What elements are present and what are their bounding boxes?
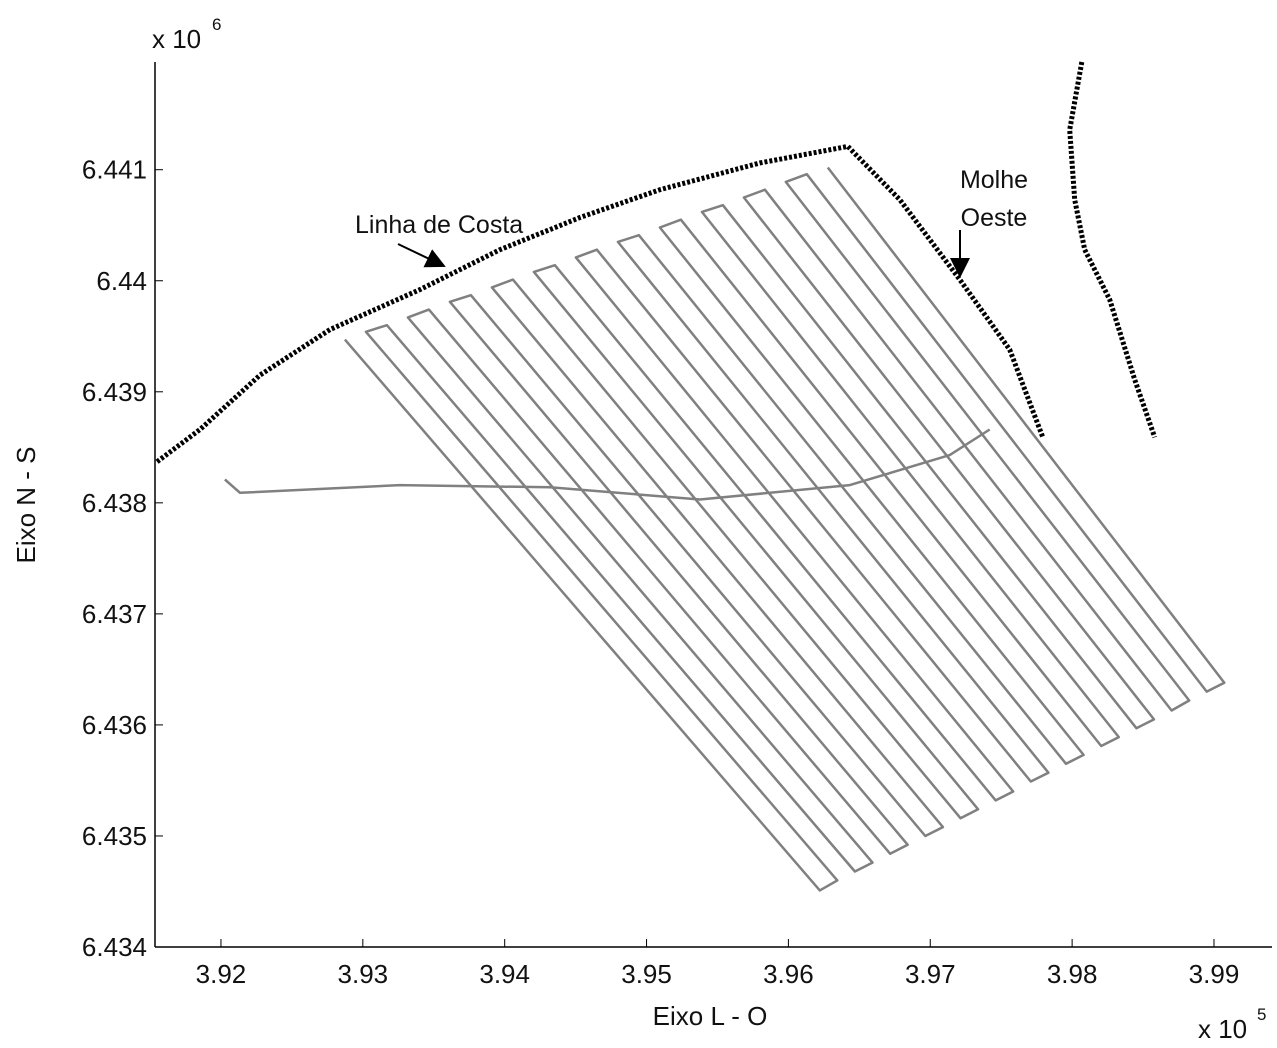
x-tick-label: 3.94 (479, 959, 530, 989)
x-tick-label: 3.95 (621, 959, 672, 989)
x-tick-label: 3.99 (1189, 959, 1240, 989)
y-axis-label: Eixo N - S (11, 446, 41, 563)
marker-line (155, 143, 1046, 464)
x-multiplier: x 10 (1198, 1014, 1247, 1043)
x-tick-label: 3.96 (763, 959, 814, 989)
y-multiplier: x 10 (152, 24, 201, 54)
y-multiplier-exponent: 6 (212, 15, 221, 34)
x-tick-label: 3.93 (338, 959, 389, 989)
y-tick-label: 6.438 (82, 488, 147, 518)
y-tick-label: 6.441 (82, 155, 147, 185)
annotation-arrow (397, 243, 446, 268)
track-line (224, 428, 991, 501)
y-tick-label: 6.44 (96, 266, 147, 296)
x-axis-label: Eixo L - O (653, 1001, 768, 1031)
track-line (343, 166, 1226, 892)
marker-line (1067, 61, 1158, 439)
x-tick-label: 3.92 (196, 959, 247, 989)
y-tick-label: 6.437 (82, 599, 147, 629)
annotation: Oeste (961, 204, 1028, 232)
y-tick-label: 6.436 (82, 710, 147, 740)
annotation: Molhe (960, 166, 1028, 194)
y-tick-label: 6.439 (82, 377, 147, 407)
y-tick-label: 6.434 (82, 932, 147, 962)
x-tick-label: 3.98 (1047, 959, 1098, 989)
x-tick-label: 3.97 (905, 959, 956, 989)
annotation: Linha de Costa (355, 211, 523, 239)
y-tick-label: 6.435 (82, 821, 147, 851)
x-multiplier-exponent: 5 (1257, 1005, 1266, 1024)
